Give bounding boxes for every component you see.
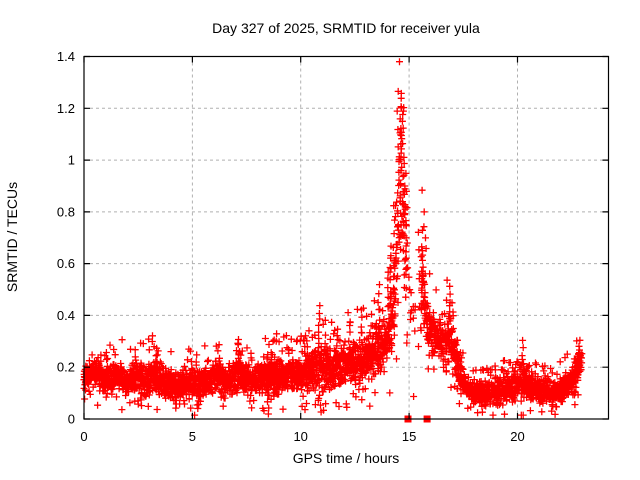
tick-marks <box>83 55 609 420</box>
y-tick-label: 0.6 <box>57 256 75 271</box>
axis-ticks <box>83 55 609 420</box>
x-tick-label: 0 <box>80 429 87 444</box>
x-tick-label: 15 <box>402 429 416 444</box>
data-points <box>80 58 586 419</box>
x-tick-label: 10 <box>293 429 307 444</box>
x-tick-labels: 0 5 10 15 20 <box>80 429 524 444</box>
plot-border <box>83 55 610 420</box>
y-tick-label: 0.2 <box>57 360 75 375</box>
y-tick-label: 0 <box>68 412 75 427</box>
y-tick-labels: 0 0.2 0.4 0.6 0.8 1 1.2 1.4 <box>57 49 75 427</box>
x-tick-label: 20 <box>510 429 524 444</box>
y-axis-title: SRMTID / TECUs <box>4 182 20 292</box>
x-axis-title: GPS time / hours <box>293 450 400 466</box>
data-points-layer <box>80 58 586 423</box>
y-tick-label: 1.4 <box>57 49 75 64</box>
chart-title: Day 327 of 2025, SRMTID for receiver yul… <box>212 20 480 36</box>
y-tick-label: 0.4 <box>57 308 75 323</box>
y-tick-label: 1 <box>68 153 75 168</box>
y-tick-label: 0.8 <box>57 204 75 219</box>
border-rect <box>83 55 610 420</box>
y-tick-label: 1.2 <box>57 101 75 116</box>
x-tick-label: 5 <box>189 429 196 444</box>
